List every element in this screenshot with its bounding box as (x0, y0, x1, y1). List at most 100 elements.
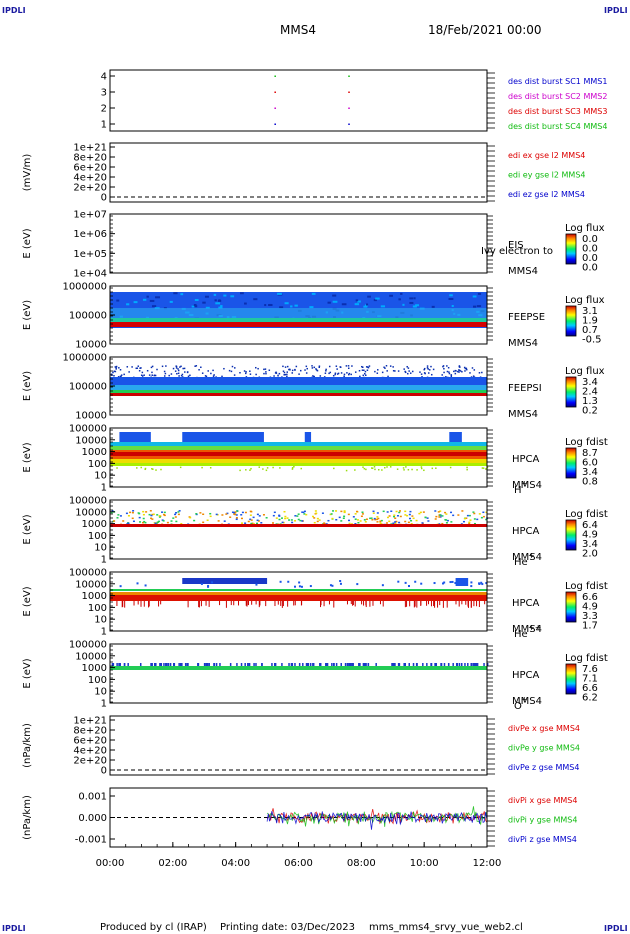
burst-marker (348, 91, 350, 93)
colorbar-title: Log fdist (565, 581, 608, 592)
x-tick-label: 12:00 (473, 858, 502, 869)
instrument-name: FEEPSI (508, 383, 542, 394)
x-tick-label: 00:00 (96, 858, 125, 869)
burst-marker (274, 91, 276, 93)
x-tick-label: 04:00 (221, 858, 250, 869)
legend-entry: divPi z gse MMS4 (508, 835, 577, 844)
y-tick-label: 100 (88, 675, 107, 686)
y-tick-label: 1000 (82, 519, 107, 530)
spacecraft-name: MMS4 (512, 624, 542, 635)
y-tick-label: 1e+07 (73, 210, 107, 221)
corner-label-top-right: IPDLI (604, 6, 628, 15)
species-charge: + (521, 695, 528, 704)
y-tick-label: 2 (101, 104, 107, 115)
colorbar-tick-label: 7.1 (582, 674, 598, 685)
y-axis-label: E (eV) (22, 658, 33, 688)
colorbar-tick-label: 0.2 (582, 406, 598, 417)
colorbar-tick-label: 1.7 (582, 621, 598, 632)
colorbar-tick-label: 0.8 (582, 477, 598, 488)
legend-entry: divPi y gse MMS4 (508, 816, 577, 825)
legend-entry: divPi x gse MMS4 (508, 796, 577, 805)
legend-entry: edi ex gse l2 MMS4 (508, 151, 585, 160)
x-tick-label: 08:00 (347, 858, 376, 869)
colorbar-title: Log flux (565, 223, 605, 234)
burst-marker (348, 75, 350, 77)
legend-entry: des dist burst SC1 MMS1 (508, 77, 607, 86)
y-tick-label: 2e+20 (73, 183, 107, 194)
y-tick-label: 6e+20 (73, 736, 107, 747)
y-tick-label: 4e+20 (73, 173, 107, 184)
footer-printing-date: Printing date: 03/Dec/2023 (220, 922, 355, 933)
y-tick-label: 1e+05 (73, 249, 107, 260)
y-tick-label: 100000 (69, 311, 107, 322)
colorbar (565, 233, 577, 265)
x-tick-label: 02:00 (158, 858, 187, 869)
colorbar-tick-label: 3.3 (582, 611, 598, 622)
instrument-name: EIS (508, 240, 524, 251)
burst-marker (348, 123, 350, 125)
hpca-o-plus-spectrogram (110, 663, 489, 670)
y-tick-label: 1e+04 (73, 269, 107, 280)
panel-frame (109, 427, 488, 488)
y-tick-label: 10000 (75, 340, 107, 351)
colorbar-tick-label: 6.2 (582, 693, 598, 704)
instrument-name: HPCA (512, 670, 540, 681)
panel-1: 4 3 2 1 des dist burst SC1 MMS1 des dist burs… (101, 69, 607, 132)
spacecraft-name: MMS4 (508, 338, 538, 349)
spacecraft-name: MMS4 (512, 696, 542, 707)
burst-marker (274, 107, 276, 109)
y-tick-label: 1 (101, 120, 107, 131)
header-datetime: 18/Feb/2021 00:00 (428, 23, 542, 37)
y-tick-label: 100 (88, 603, 107, 614)
y-tick-label: 100000 (69, 424, 107, 435)
instrument-name: HPCA (512, 454, 540, 465)
colorbar-tick-label: 0.0 (582, 253, 598, 264)
species-charge: ++ (528, 623, 541, 632)
colorbar-tick-label: 8.7 (582, 448, 598, 459)
y-tick-label: 100 (88, 531, 107, 542)
hpca-h-spectrogram (110, 432, 489, 472)
y-tick-label: 100000 (69, 568, 107, 579)
colorbar-title: Log fdist (565, 437, 608, 448)
colorbar-tick-label: 6.4 (582, 520, 598, 531)
colorbar (565, 305, 577, 337)
colorbar-tick-label: 7.6 (582, 664, 598, 675)
panel-frame (109, 715, 488, 776)
y-tick-label: 100000 (69, 382, 107, 393)
feeps-electron-spectrogram (110, 292, 487, 328)
colorbar-tick-label: 3.4 (582, 467, 598, 478)
corner-label-top-left: IPDLI (2, 6, 26, 15)
spacecraft-name: MMS4 (508, 266, 538, 277)
y-tick-label: 1000 (82, 591, 107, 602)
y-tick-label: 10000 (75, 507, 107, 518)
y-tick-label: 1e+21 (73, 143, 107, 154)
colorbar-title: Log fdist (565, 509, 608, 520)
y-tick-label: 1000000 (62, 282, 107, 293)
corner-label-bottom-left: IPDLI (2, 924, 26, 933)
corner-label-bottom-right: IPDLI (604, 924, 628, 933)
legend-entry: divPe x gse MMS4 (508, 724, 580, 733)
colorbar-tick-label: 0.0 (582, 234, 598, 245)
panel-frame (109, 643, 488, 704)
species-charge: + (521, 479, 528, 488)
panel-frame (109, 571, 488, 632)
panel-frame (109, 142, 488, 203)
y-axis-label: (mV/m) (22, 154, 33, 192)
instrument-name: HPCA (512, 598, 540, 609)
y-axis-label: E (eV) (22, 300, 33, 330)
colorbar-tick-label: 6.6 (582, 683, 598, 694)
y-tick-label: 10 (94, 615, 107, 626)
y-tick-label: 0 (101, 193, 107, 204)
y-tick-label: 10000 (75, 651, 107, 662)
spacecraft-name: MMS4 (512, 480, 542, 491)
instrument-name: HPCA (512, 526, 540, 537)
colorbar-tick-label: 0.0 (582, 263, 598, 274)
panel-3: 1e+07 1e+06 1e+05 1e+04 E (eV) EIS MMS4 Ivy ele… (22, 210, 605, 280)
y-tick-label: 8e+20 (73, 726, 107, 737)
time-axis: 00:00 02:00 04:00 06:00 08:00 10:00 12:00 (96, 842, 502, 869)
divpi-traces (266, 806, 488, 830)
y-tick-label: 100 (88, 459, 107, 470)
